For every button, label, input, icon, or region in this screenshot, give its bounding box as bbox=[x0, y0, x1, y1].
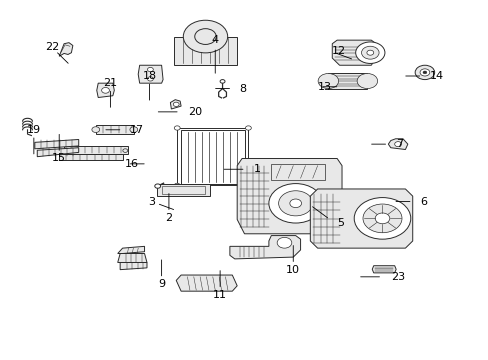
Bar bbox=[64, 146, 127, 154]
Text: 18: 18 bbox=[142, 71, 156, 81]
Polygon shape bbox=[176, 275, 237, 291]
Bar bbox=[271, 164, 325, 180]
Circle shape bbox=[102, 87, 109, 93]
Circle shape bbox=[147, 77, 153, 81]
Text: 12: 12 bbox=[331, 46, 346, 56]
Bar bbox=[96, 125, 134, 134]
Text: 10: 10 bbox=[285, 265, 300, 275]
Circle shape bbox=[277, 237, 291, 248]
Polygon shape bbox=[371, 266, 395, 273]
Text: 1: 1 bbox=[254, 164, 261, 174]
Polygon shape bbox=[170, 100, 181, 109]
Circle shape bbox=[289, 199, 301, 208]
Text: 8: 8 bbox=[239, 84, 246, 94]
Circle shape bbox=[173, 102, 179, 107]
Polygon shape bbox=[35, 139, 79, 149]
Polygon shape bbox=[59, 42, 73, 56]
Circle shape bbox=[366, 50, 373, 55]
Circle shape bbox=[122, 149, 127, 152]
Polygon shape bbox=[331, 40, 375, 65]
Polygon shape bbox=[118, 246, 144, 253]
Text: 4: 4 bbox=[211, 35, 218, 45]
Circle shape bbox=[155, 184, 160, 188]
Circle shape bbox=[92, 127, 100, 132]
Text: 20: 20 bbox=[188, 107, 202, 117]
Bar bbox=[157, 184, 210, 196]
Text: 19: 19 bbox=[27, 125, 41, 135]
Circle shape bbox=[353, 198, 410, 239]
Text: 9: 9 bbox=[158, 279, 165, 289]
Text: 16: 16 bbox=[125, 159, 139, 169]
Text: 15: 15 bbox=[52, 153, 66, 163]
Circle shape bbox=[220, 80, 224, 83]
Circle shape bbox=[362, 204, 401, 233]
Circle shape bbox=[245, 183, 251, 188]
Polygon shape bbox=[138, 65, 163, 83]
Circle shape bbox=[318, 73, 338, 89]
Text: 14: 14 bbox=[429, 71, 443, 81]
Circle shape bbox=[147, 67, 153, 72]
Circle shape bbox=[183, 20, 227, 53]
Polygon shape bbox=[120, 262, 147, 270]
Circle shape bbox=[245, 126, 251, 130]
Polygon shape bbox=[387, 139, 407, 149]
Circle shape bbox=[174, 126, 180, 130]
Text: 21: 21 bbox=[103, 78, 117, 88]
Circle shape bbox=[194, 29, 216, 44]
Bar bbox=[173, 37, 237, 65]
Bar bbox=[181, 130, 244, 184]
Bar bbox=[161, 186, 205, 194]
Circle shape bbox=[174, 183, 180, 188]
Circle shape bbox=[356, 73, 377, 89]
Bar bbox=[328, 73, 366, 89]
Circle shape bbox=[130, 127, 138, 132]
Circle shape bbox=[268, 184, 322, 223]
Polygon shape bbox=[310, 189, 412, 248]
Circle shape bbox=[419, 69, 429, 76]
Polygon shape bbox=[37, 148, 79, 157]
Text: 7: 7 bbox=[395, 139, 402, 149]
Circle shape bbox=[374, 213, 389, 224]
Circle shape bbox=[414, 65, 434, 80]
Polygon shape bbox=[237, 158, 341, 234]
Text: 5: 5 bbox=[336, 218, 344, 228]
Circle shape bbox=[394, 141, 401, 147]
Text: 2: 2 bbox=[165, 213, 172, 222]
Text: 3: 3 bbox=[148, 197, 155, 207]
Text: 22: 22 bbox=[45, 42, 59, 52]
Circle shape bbox=[361, 46, 378, 59]
Text: 13: 13 bbox=[317, 82, 331, 92]
Text: 6: 6 bbox=[419, 197, 426, 207]
Text: 23: 23 bbox=[390, 272, 404, 282]
Polygon shape bbox=[118, 253, 147, 262]
Text: 11: 11 bbox=[213, 290, 226, 300]
Polygon shape bbox=[97, 83, 114, 98]
Circle shape bbox=[64, 149, 69, 152]
Bar bbox=[177, 128, 248, 185]
Polygon shape bbox=[229, 235, 300, 259]
Circle shape bbox=[355, 42, 384, 63]
Circle shape bbox=[422, 71, 426, 74]
Text: 17: 17 bbox=[130, 125, 144, 135]
Bar bbox=[59, 154, 122, 160]
Circle shape bbox=[278, 191, 312, 216]
